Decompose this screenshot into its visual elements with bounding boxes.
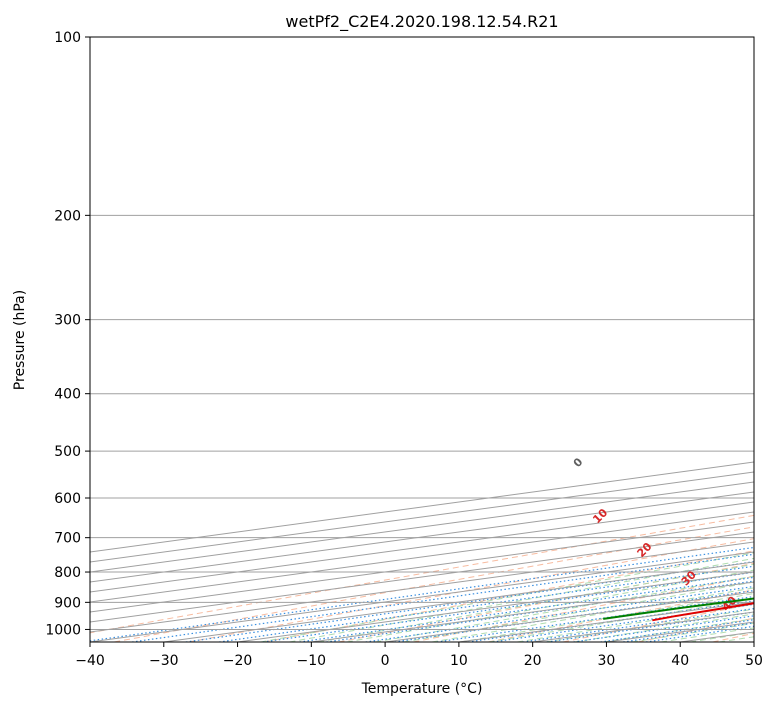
moist-adiabat (289, 557, 754, 642)
y-axis-label: Pressure (hPa) (12, 290, 28, 390)
dry-adiabat (188, 538, 754, 642)
y-tick-label: 400 (54, 387, 81, 403)
isotherm-gridline (90, 531, 754, 623)
isotherm-gridline (753, 641, 754, 642)
y-tick-label: 500 (54, 444, 81, 460)
isotherm-gridline (90, 471, 754, 563)
isotherm-gridline (90, 521, 754, 613)
plot-background (90, 37, 754, 642)
y-tick-label: 900 (54, 595, 81, 611)
x-tick-label: 0 (381, 653, 390, 669)
x-tick-label: 10 (450, 653, 468, 669)
isotherm-gridline (90, 461, 754, 553)
x-tick-label: 20 (524, 653, 542, 669)
x-tick-label: −30 (149, 653, 179, 669)
dry-adiabat (338, 562, 754, 642)
x-tick-label: −20 (223, 653, 253, 669)
moist-adiabat (431, 587, 754, 642)
plot-frame (89, 36, 755, 643)
dry-adiabat (114, 526, 754, 642)
isotherm-gridline (90, 491, 754, 583)
mixing-ratio-line (90, 546, 754, 642)
mixing-ratio-line (522, 608, 754, 642)
y-tick-label: 700 (54, 531, 81, 547)
x-tick-label: −40 (75, 653, 105, 669)
x-tick-label: −10 (297, 653, 327, 669)
x-tick-label: 30 (598, 653, 616, 669)
y-tick-label: 200 (54, 208, 81, 224)
mixing-ratio-line (132, 553, 754, 642)
isotherm-gridline (90, 501, 754, 593)
mixing-ratio-line (492, 603, 754, 642)
y-tick-label: 1000 (45, 622, 81, 638)
y-tick-label: 800 (54, 565, 81, 581)
moist-adiabat (460, 592, 754, 642)
x-tick-label: 50 (745, 653, 763, 669)
isotherm-gridline (90, 481, 754, 573)
mixing-ratio-line (436, 595, 754, 642)
y-tick-label: 100 (54, 30, 81, 46)
dry-adiabat (413, 575, 754, 642)
x-axis-label: Temperature (°C) (361, 681, 483, 697)
chart-title: wetPf2_C2E4.2020.198.12.54.R21 (285, 12, 558, 32)
y-tick-label: 600 (54, 491, 81, 507)
y-tick-label: 300 (54, 313, 81, 329)
isotherm-gridline (90, 511, 754, 603)
x-tick-label: 40 (671, 653, 689, 669)
